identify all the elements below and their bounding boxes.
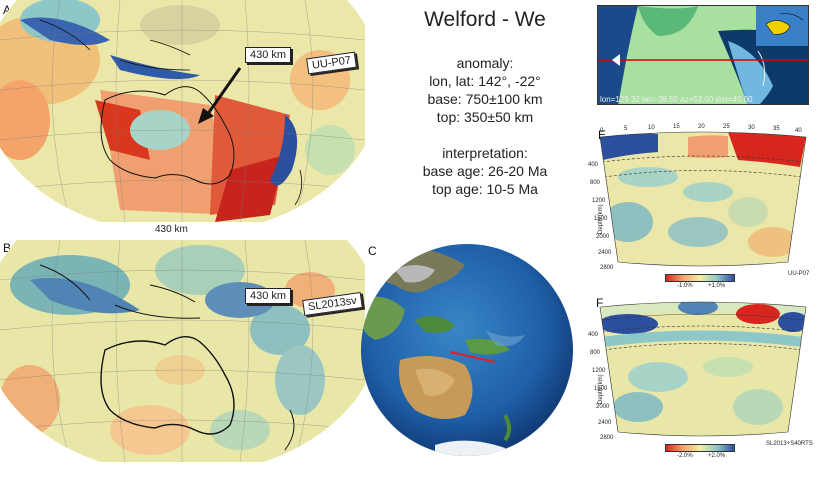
model-tag-f: SL2013+S40RTS bbox=[766, 441, 813, 447]
colorbar-e-min: -1.0% bbox=[677, 283, 693, 289]
depth-label-b: 430 km bbox=[245, 288, 292, 304]
e-depth-tick: 2800 bbox=[600, 265, 614, 271]
e-x-tick: 35 bbox=[773, 126, 780, 132]
anomaly-top: top: 350±50 km bbox=[436, 109, 534, 125]
cross-section-e: 0 5 10 15 20 25 30 35 40 400 800 1200 16… bbox=[588, 122, 813, 272]
tomography-map-b bbox=[0, 240, 365, 462]
colorbar-f-min: -2.0% bbox=[677, 453, 693, 459]
e-x-tick: 25 bbox=[723, 124, 730, 130]
f-depth-tick: 1600 bbox=[594, 386, 608, 392]
e-x-tick: 20 bbox=[698, 124, 705, 130]
e-depth-axis-label: Depth (km) bbox=[598, 204, 604, 234]
panel-label-c: C bbox=[368, 244, 377, 258]
info-block: Welford - We anomaly: lon, lat: 142°, -2… bbox=[390, 8, 580, 198]
panel-label-f: F bbox=[596, 296, 604, 310]
f-depth-tick: 1200 bbox=[592, 368, 606, 374]
e-x-tick: 30 bbox=[748, 125, 755, 131]
e-depth-tick: 800 bbox=[590, 180, 601, 186]
globe-image bbox=[355, 240, 580, 460]
interpretation-heading: interpretation: bbox=[442, 145, 528, 161]
e-depth-tick: 1600 bbox=[594, 216, 608, 222]
anomaly-lonlat: lon, lat: 142°, -22° bbox=[429, 73, 541, 89]
depth-label-a: 430 km bbox=[245, 47, 292, 63]
colorbar-f bbox=[665, 444, 735, 452]
anomaly-base: base: 750±100 km bbox=[427, 91, 543, 107]
e-depth-tick: 400 bbox=[588, 162, 599, 168]
e-x-tick: 40 bbox=[795, 128, 802, 134]
e-x-tick: 15 bbox=[673, 124, 680, 130]
model-tag-e: UU-P07 bbox=[788, 271, 810, 277]
colorbar-e-max: +1.0% bbox=[708, 283, 726, 289]
f-depth-axis-label: Depth (km) bbox=[598, 374, 604, 404]
scale-caption-a: 430 km bbox=[155, 224, 188, 235]
tomography-map-a bbox=[0, 0, 365, 222]
e-x-tick: 10 bbox=[648, 125, 655, 131]
e-x-tick: 5 bbox=[624, 126, 628, 132]
colorbar-f-max: +2.0% bbox=[708, 453, 726, 459]
section-location-map: lon=129.32 lat=-38.50 az=53.00 dist=40.0… bbox=[597, 5, 809, 105]
e-depth-tick: 2000 bbox=[596, 234, 610, 240]
f-depth-tick: 800 bbox=[590, 350, 601, 356]
f-depth-tick: 2000 bbox=[596, 404, 610, 410]
cross-section-f: 400 800 1200 1600 2000 2400 2800 Depth (… bbox=[588, 292, 813, 442]
e-depth-tick: 1200 bbox=[592, 198, 606, 204]
anomaly-heading: anomaly: bbox=[456, 55, 514, 71]
colorbar-e bbox=[665, 274, 735, 282]
panel-label-a: A bbox=[3, 3, 12, 17]
panel-label-e: E bbox=[598, 128, 607, 142]
e-depth-tick: 2400 bbox=[598, 250, 612, 256]
f-depth-tick: 2800 bbox=[600, 435, 614, 441]
interpretation-top-age: top age: 10-5 Ma bbox=[432, 181, 538, 197]
e-x-tick: 0 bbox=[600, 128, 604, 134]
panel-label-b: B bbox=[3, 241, 12, 255]
f-depth-tick: 400 bbox=[588, 332, 599, 338]
section-readout: lon=129.32 lat=-38.50 az=53.00 dist=40.0… bbox=[600, 95, 753, 104]
f-depth-tick: 2400 bbox=[598, 420, 612, 426]
interpretation-base-age: base age: 26-20 Ma bbox=[422, 163, 548, 179]
plate-title: Welford - We bbox=[424, 8, 546, 31]
